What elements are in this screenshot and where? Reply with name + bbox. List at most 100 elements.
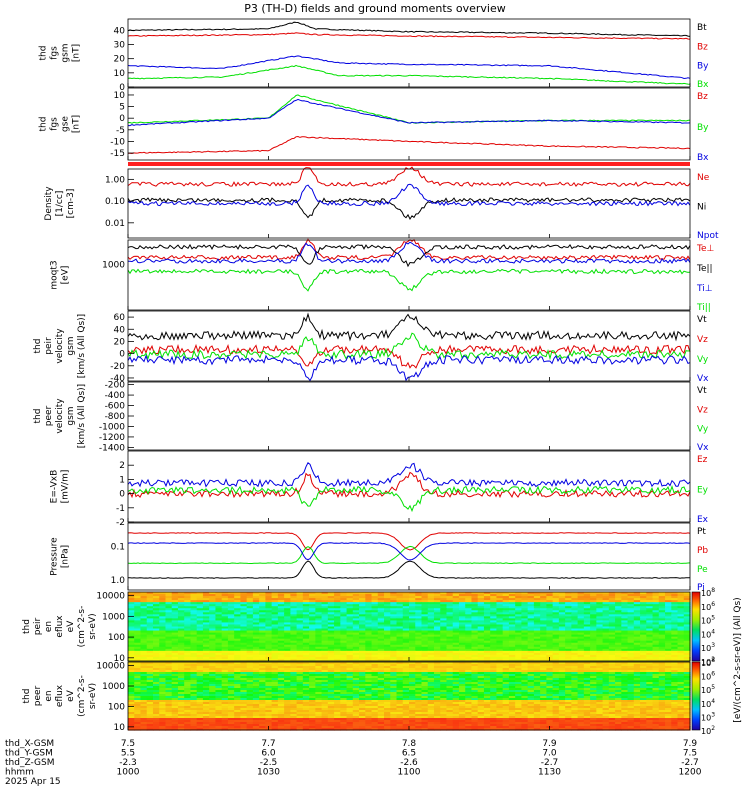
spectrogram-cell	[546, 608, 554, 611]
spectrogram-cell	[315, 680, 323, 683]
spectrogram-cell	[209, 686, 217, 689]
spectrogram-cell	[577, 692, 585, 695]
spectrogram-cell	[140, 642, 148, 646]
y-tick-label: 2	[119, 461, 125, 471]
spectrogram-cell	[452, 686, 460, 689]
spectrogram-cell	[477, 696, 485, 699]
legend-Bt: Bt	[697, 23, 707, 33]
spectrogram-cell	[465, 684, 473, 687]
spectrogram-cell	[577, 602, 585, 605]
spectrogram-cell	[421, 648, 429, 652]
y-axis-label: E=-VxB	[50, 470, 60, 504]
spectrogram-cell	[646, 668, 654, 671]
spectrogram-cell	[440, 672, 448, 675]
spectrogram-cell	[565, 690, 572, 693]
spectrogram-cell	[221, 604, 229, 607]
spectrogram-cell	[615, 692, 622, 695]
spectrogram-cell	[215, 626, 223, 630]
spectrogram-cell	[540, 666, 547, 669]
spectrogram-cell	[427, 674, 435, 677]
spectrogram-cell	[134, 696, 142, 699]
spectrogram-cell	[540, 694, 547, 697]
colorbar-label: 108	[701, 587, 715, 598]
spectrogram-cell	[652, 666, 660, 669]
spectrogram-cell	[502, 658, 510, 662]
spectrogram-cell	[252, 626, 260, 630]
spectrogram-cell	[184, 650, 192, 654]
spectrogram-cell	[665, 624, 672, 628]
spectrogram-cell	[633, 674, 641, 677]
y-tick-label: 20	[114, 337, 126, 347]
spectrogram-cell	[621, 628, 629, 632]
spectrogram-cell	[409, 684, 416, 687]
spectrogram-cell	[209, 606, 217, 609]
spectrogram-cell	[627, 680, 635, 683]
spectrogram-cell	[340, 634, 348, 638]
spectrogram-cell	[377, 628, 385, 632]
spectrogram-cell	[490, 640, 498, 644]
spectrogram-cell	[677, 680, 685, 683]
spectrogram-cell	[190, 622, 198, 626]
spectrogram-cell	[259, 596, 266, 599]
spectrogram-cell	[496, 658, 504, 662]
spectrogram-cell	[540, 680, 547, 683]
spectrogram-cell	[365, 646, 373, 650]
spectrogram-cell	[596, 600, 604, 603]
spectrogram-cell	[409, 596, 416, 599]
spectrogram-cell	[271, 654, 279, 658]
spectrogram-cell	[309, 662, 316, 665]
spectrogram-cell	[658, 632, 666, 636]
spectrogram-cell	[465, 606, 473, 609]
legend-Vz: Vz	[697, 405, 708, 415]
spectrogram-cell	[240, 604, 248, 607]
spectrogram-cell	[128, 680, 135, 683]
spectrogram-cell	[390, 652, 398, 656]
spectrogram-cell	[521, 686, 529, 689]
spectrogram-cell	[146, 676, 154, 679]
spectrogram-cell	[402, 652, 410, 656]
spectrogram-cell	[477, 666, 485, 669]
spectrogram-cell	[515, 610, 522, 613]
spectrogram-cell	[502, 610, 510, 613]
spectrogram-cell	[159, 666, 167, 669]
spectrogram-cell	[502, 614, 510, 617]
spectrogram-cell	[396, 610, 404, 613]
spectrogram-cell	[284, 656, 291, 660]
spectrogram-cell	[209, 608, 217, 611]
spectrogram-cell	[134, 680, 142, 683]
spectrogram-cell	[483, 612, 491, 615]
spectrogram-cell	[465, 654, 473, 658]
spectrogram-cell	[384, 618, 391, 622]
spectrogram-cell	[371, 694, 379, 697]
spectrogram-cell	[602, 624, 610, 628]
spectrogram-cell	[377, 614, 385, 617]
spectrogram-cell	[152, 610, 160, 613]
spectrogram-cell	[259, 664, 266, 667]
y-tick-label: 0.10	[105, 197, 125, 207]
spectrogram-cell	[221, 666, 229, 669]
spectrogram-cell	[365, 654, 373, 658]
spectrogram-cell	[359, 606, 366, 609]
spectrogram-cell	[190, 650, 198, 654]
spectrogram-cell	[327, 592, 335, 595]
spectrogram-cell	[608, 670, 616, 673]
spectrogram-cell	[452, 592, 460, 595]
spectrogram-cell	[571, 698, 579, 701]
spectrogram-cell	[415, 612, 423, 615]
spectrogram-cell	[571, 620, 579, 624]
spectrogram-cell	[309, 688, 316, 691]
spectrogram-cell	[184, 672, 192, 675]
spectrogram-cell	[615, 690, 622, 693]
spectrogram-cell	[615, 684, 622, 687]
spectrogram-cell	[577, 682, 585, 685]
spectrogram-cell	[390, 632, 398, 636]
spectrogram-cell	[340, 600, 348, 603]
spectrogram-cell	[665, 688, 672, 691]
spectrogram-cell	[477, 602, 485, 605]
spectrogram-cell	[496, 612, 504, 615]
spectrogram-cell	[621, 688, 629, 691]
spectrogram-cell	[608, 674, 616, 677]
spectrogram-cell	[334, 596, 341, 599]
spectrogram-cell	[621, 664, 629, 667]
spectrogram-cell	[427, 612, 435, 615]
